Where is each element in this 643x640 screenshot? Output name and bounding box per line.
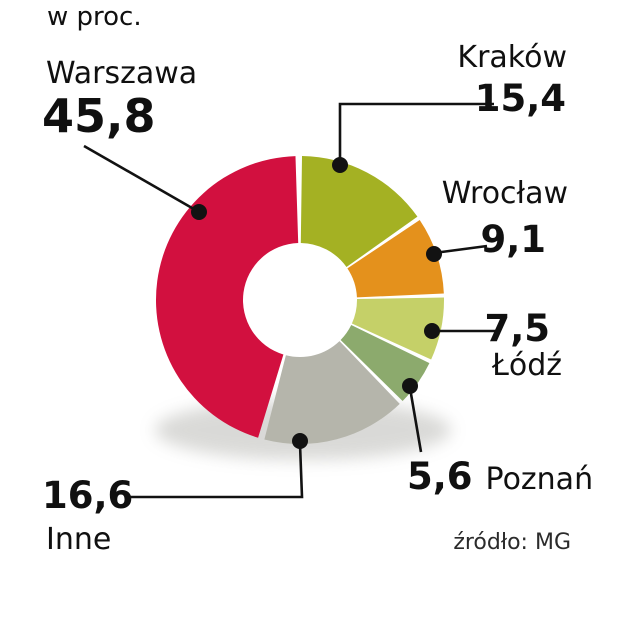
leader-warszawa <box>83 144 200 214</box>
dot-poznan <box>402 378 418 394</box>
leader-lines <box>83 102 496 499</box>
value-lodz: 7,5 <box>484 307 550 350</box>
label-warszawa: Warszawa <box>46 56 198 91</box>
value-krakow: 15,4 <box>474 77 566 120</box>
source-label: źródło: MG <box>453 530 571 555</box>
dot-lodz <box>424 323 440 339</box>
slice-krakow <box>300 156 418 268</box>
leader-poznan <box>408 387 423 453</box>
value-inne: 16,6 <box>42 474 134 517</box>
label-inne: Inne <box>46 522 112 557</box>
leader-wroclaw <box>433 244 488 255</box>
slice-odz <box>351 297 444 360</box>
leader-dots <box>191 157 442 449</box>
chart-unit-label: w proc. <box>47 2 142 32</box>
leader-inne <box>130 443 304 499</box>
dot-warszawa <box>191 204 207 220</box>
value-warszawa: 45,8 <box>42 89 156 143</box>
dot-inne <box>292 433 308 449</box>
slice-inne <box>264 341 400 444</box>
value-poznan: 5,6 <box>407 455 473 498</box>
label-krakow: Kraków <box>457 40 567 75</box>
label-poznan: Poznań <box>485 462 594 497</box>
leader-krakow <box>338 102 494 164</box>
value-wroclaw: 9,1 <box>480 218 546 261</box>
poznan-label-group: 5,6 Poznań <box>407 455 594 498</box>
label-lodz: Łódź <box>491 348 562 383</box>
slice-warszawa <box>155 156 299 438</box>
slice-wrocaw <box>347 219 444 298</box>
donut-slices <box>155 156 444 444</box>
label-wroclaw: Wrocław <box>441 176 568 211</box>
dot-wroclaw <box>426 246 442 262</box>
dot-krakow <box>332 157 348 173</box>
